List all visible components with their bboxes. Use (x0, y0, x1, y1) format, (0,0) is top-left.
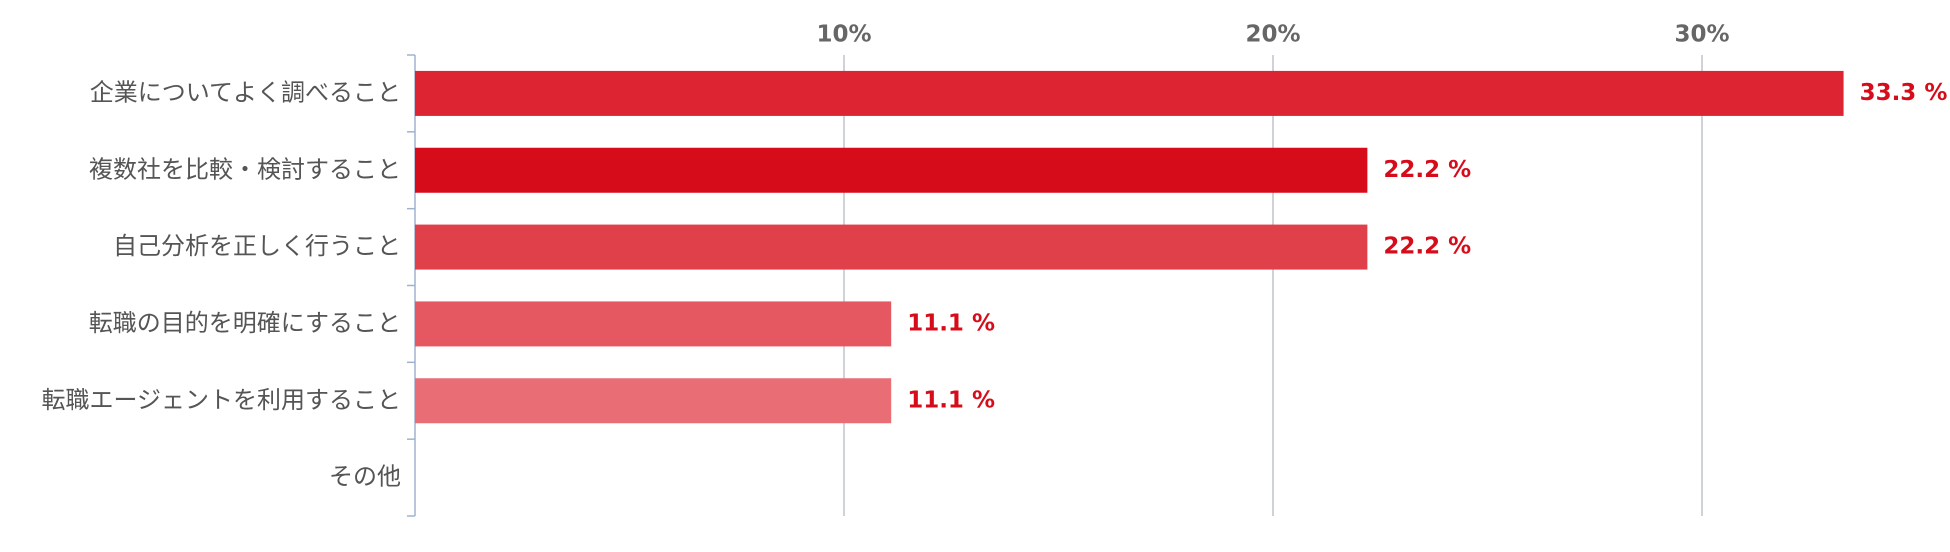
x-tick-label: 10% (816, 22, 871, 48)
bar (415, 224, 1368, 270)
x-tick-label: 30% (1674, 22, 1729, 48)
x-tick-label: 20% (1245, 22, 1300, 48)
bar (415, 378, 892, 424)
category-label: 転職エージェントを利用すること (41, 386, 401, 414)
bar (415, 301, 892, 347)
value-label: 33.3 % (1860, 80, 1948, 106)
value-label: 22.2 % (1383, 234, 1471, 260)
category-label: 自己分析を正しく行うこと (113, 232, 401, 260)
value-label: 22.2 % (1383, 157, 1471, 183)
value-label: 11.1 % (907, 310, 995, 336)
category-label: 企業についてよく調べること (90, 78, 401, 106)
bar (415, 147, 1368, 193)
value-label: 11.1 % (907, 387, 995, 413)
category-label: 複数社を比較・検討すること (89, 155, 401, 183)
category-label: 転職の目的を明確にすること (89, 309, 401, 337)
bar (415, 70, 1844, 116)
category-label: その他 (329, 463, 401, 491)
